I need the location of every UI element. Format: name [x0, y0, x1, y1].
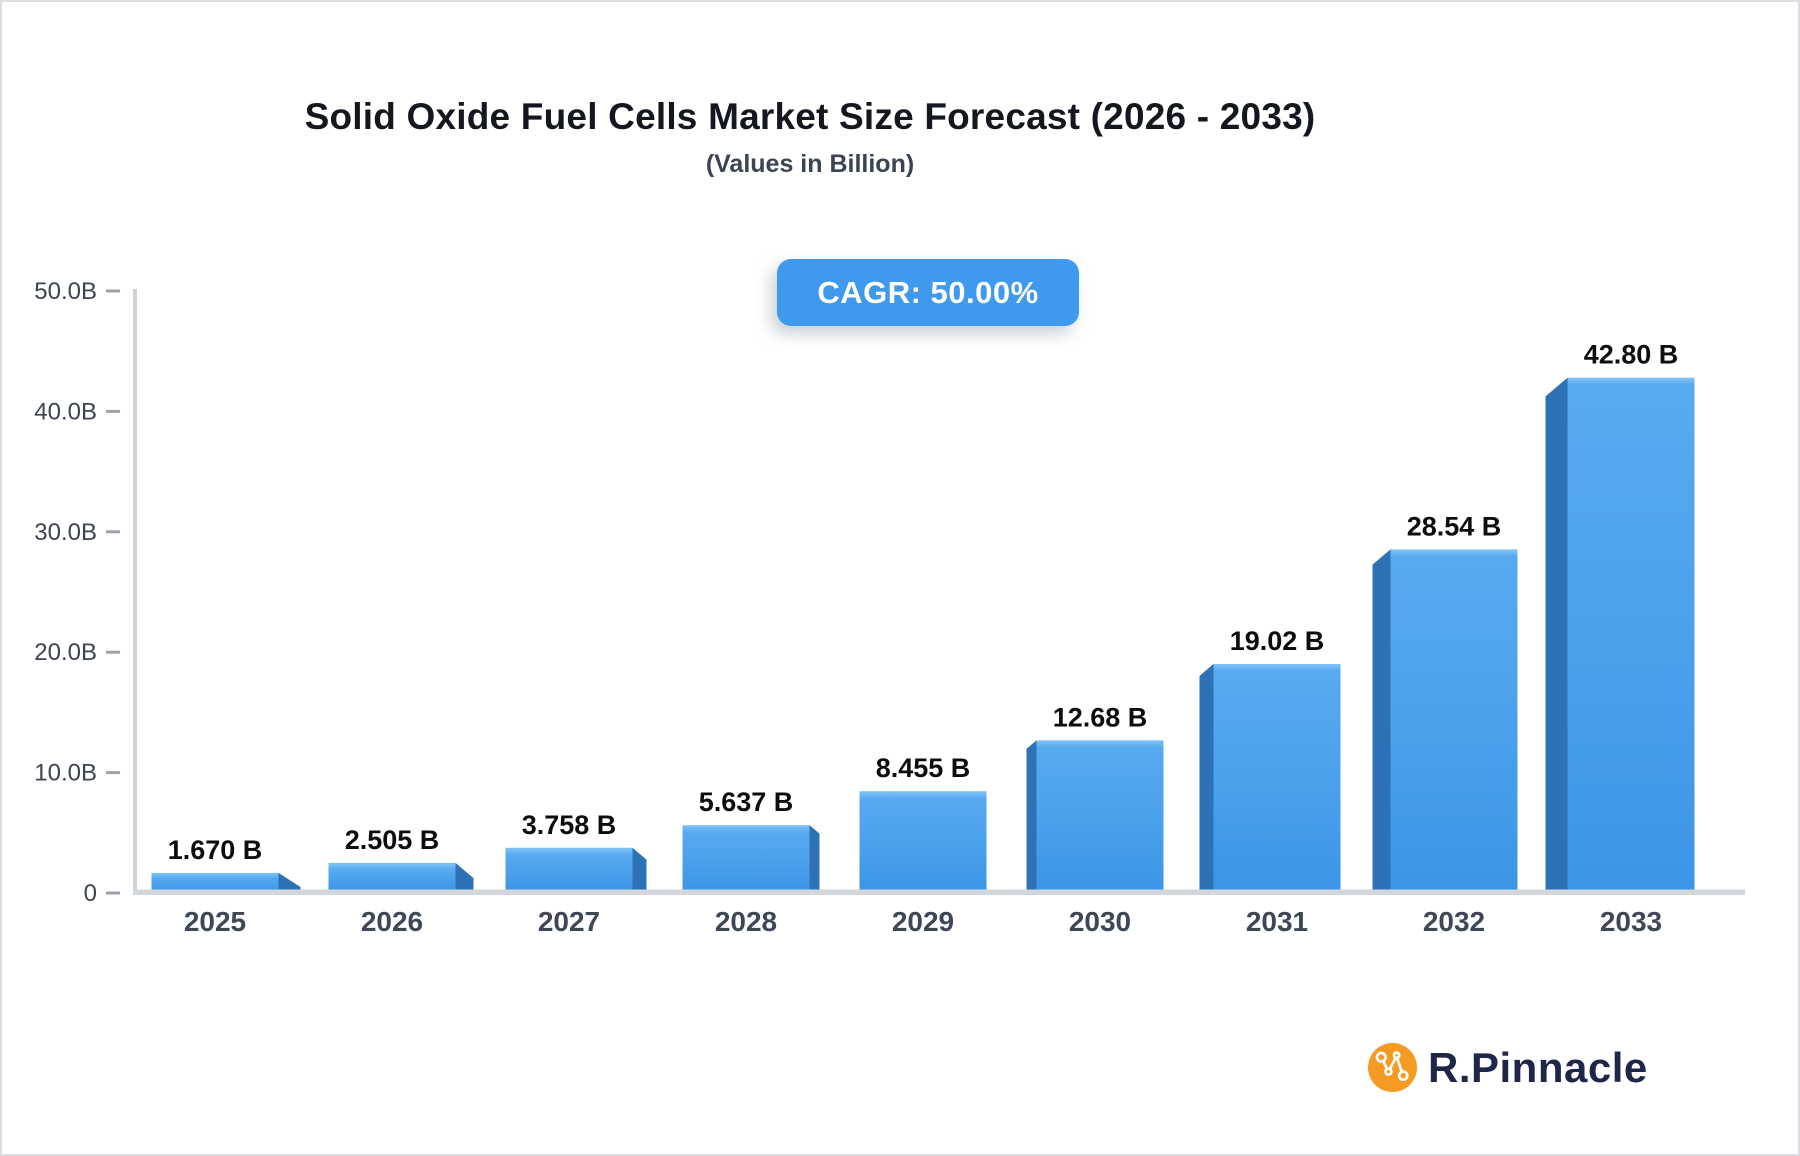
bar-value-label: 1.670 B: [168, 835, 263, 865]
bar-front-face: [682, 825, 810, 893]
bar-2032: 28.54 B: [1372, 511, 1518, 893]
bar-front-face: [1213, 663, 1341, 893]
bar-value-label: 19.02 B: [1230, 626, 1325, 656]
x-category-label: 2030: [1069, 906, 1131, 937]
y-tick-label: 10.0B: [34, 760, 97, 787]
bar-2033: 42.80 B: [1545, 340, 1695, 893]
y-tick-mark: [106, 409, 120, 413]
bar-value-label: 12.68 B: [1053, 702, 1148, 732]
y-tick-mark: [106, 530, 120, 534]
y-tick-label: 40.0B: [34, 398, 97, 425]
bar-2026: 2.505 B: [328, 825, 474, 893]
bar-value-label: 42.80 B: [1584, 340, 1679, 370]
bar-side-face: [278, 872, 301, 893]
y-tick-mark: [106, 289, 120, 293]
cagr-badge-label: CAGR: 50.00%: [817, 274, 1039, 310]
bar-front-face: [1567, 377, 1695, 893]
bar-2030: 12.68 B: [1026, 702, 1164, 893]
bar-side-face: [1372, 549, 1391, 893]
y-tick-label: 50.0B: [34, 278, 97, 305]
y-tick-mark: [106, 891, 120, 895]
network-nodes-icon: [1368, 1043, 1417, 1092]
bar-side-face: [1545, 377, 1568, 893]
bar-front-face: [151, 872, 279, 893]
bar-2027: 3.758 B: [505, 810, 647, 893]
bar-front-face: [1390, 549, 1518, 893]
x-category-label: 2032: [1423, 906, 1485, 937]
chart-subtitle: (Values in Billion): [705, 150, 915, 178]
brand-logo-text: R.Pinnacle: [1428, 1043, 1648, 1091]
bar-value-label: 8.455 B: [876, 753, 971, 783]
x-category-label: 2029: [892, 906, 954, 937]
y-tick-mark: [106, 650, 120, 654]
y-axis-line: [133, 289, 137, 895]
x-category-label: 2031: [1246, 906, 1308, 937]
bar-value-label: 28.54 B: [1407, 511, 1502, 541]
y-tick-label: 30.0B: [34, 519, 97, 546]
bar-value-label: 2.505 B: [345, 825, 440, 855]
bar-2028: 5.637 B: [682, 787, 820, 893]
bar-side-face: [455, 862, 474, 893]
bar-front-face: [1036, 740, 1164, 893]
bar-side-face: [1199, 663, 1214, 893]
x-category-label: 2033: [1600, 906, 1662, 937]
y-tick-label: 0: [84, 880, 97, 907]
bar-side-face: [632, 847, 647, 893]
x-category-label: 2027: [538, 906, 600, 937]
x-axis-baseline: [133, 889, 1745, 895]
bar-2031: 19.02 B: [1199, 626, 1341, 893]
bar-side-face: [1026, 740, 1037, 893]
x-category-label: 2025: [184, 906, 246, 937]
y-tick-label: 20.0B: [34, 639, 97, 666]
y-tick-mark: [106, 771, 120, 775]
bar-front-face: [328, 862, 456, 893]
bar-2025: 1.670 B: [151, 835, 301, 893]
cagr-badge: CAGR: 50.00%: [777, 259, 1079, 326]
bar-side-face: [809, 825, 820, 893]
bar-front-face: [859, 791, 987, 893]
x-category-label: 2026: [361, 906, 423, 937]
chart-title: Solid Oxide Fuel Cells Market Size Forec…: [304, 96, 1316, 137]
x-category-label: 2028: [715, 906, 777, 937]
bar-value-label: 5.637 B: [699, 787, 794, 817]
bar-front-face: [505, 847, 633, 893]
brand-logo: R.Pinnacle: [1368, 1043, 1648, 1092]
bar-2029: 8.455 B: [859, 753, 987, 893]
bar-value-label: 3.758 B: [522, 810, 617, 840]
